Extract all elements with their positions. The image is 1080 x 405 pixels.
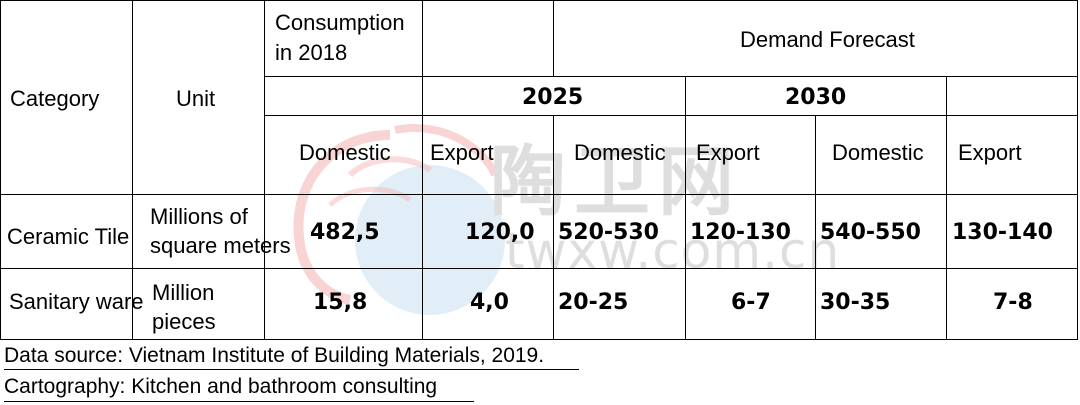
table-line-col2 — [264, 0, 265, 340]
row-ceramic-export-2018: 120,0 — [465, 220, 535, 245]
row-ceramic-unit-line1: Millions of — [150, 204, 248, 229]
header-domestic-2025: Domestic — [574, 140, 666, 165]
table-line-col4-top — [553, 0, 554, 76]
row-sanitary-domestic-2018: 15,8 — [313, 290, 368, 315]
header-export-2018: Export — [430, 140, 494, 165]
row-sanitary-export-2030: 7-8 — [993, 290, 1033, 315]
row-ceramic-unit-line2: square meters — [150, 233, 291, 258]
header-export-2030: Export — [958, 140, 1022, 165]
table-line-row1 — [264, 76, 1078, 77]
table-line-col3 — [422, 0, 423, 340]
footer-data-source-underline — [4, 369, 579, 370]
header-unit: Unit — [176, 86, 216, 111]
header-domestic-2018: Domestic — [299, 140, 391, 165]
row-sanitary-domestic-2030: 30-35 — [820, 290, 891, 315]
table-line-row5 — [0, 339, 1078, 340]
row-sanitary-unit-line1: Million — [152, 280, 215, 305]
header-consumption-line1: Consumption — [275, 10, 405, 35]
header-export-2025: Export — [696, 140, 760, 165]
table-line-col7 — [946, 76, 947, 340]
footer-cartography: Cartography: Kitchen and bathroom consul… — [4, 375, 438, 398]
row-sanitary-domestic-2025: 20-25 — [558, 290, 629, 315]
header-year-2025: 2025 — [522, 85, 584, 110]
row-sanitary-export-2025: 6-7 — [731, 290, 771, 315]
header-domestic-2030: Domestic — [832, 140, 924, 165]
header-demand-forecast: Demand Forecast — [740, 27, 915, 52]
table-line-col5 — [685, 76, 686, 340]
row-ceramic-domestic-2018: 482,5 — [310, 220, 380, 245]
row-ceramic-export-2025: 120-130 — [690, 220, 791, 245]
watermark-chinese-text: 陶卫网 — [490, 137, 742, 226]
row-ceramic-category: Ceramic Tile — [7, 224, 130, 249]
row-sanitary-category: Sanitary ware — [9, 289, 144, 314]
table-border-top — [0, 0, 1078, 1]
table-line-row4 — [0, 268, 1078, 269]
row-sanitary-unit-line2: pieces — [152, 309, 216, 334]
footer-data-source: Data source: Vietnam Institute of Buildi… — [4, 344, 545, 367]
table-line-col4-bottom — [553, 115, 554, 340]
row-ceramic-domestic-2030: 540-550 — [820, 220, 921, 245]
table-line-col6 — [815, 115, 816, 340]
row-sanitary-export-2018: 4,0 — [470, 290, 509, 315]
footer-cartography-underline — [4, 401, 474, 402]
header-year-2030: 2030 — [785, 85, 847, 110]
table-line-row3 — [0, 194, 1078, 195]
header-category: Category — [10, 86, 100, 111]
table-border-left — [0, 0, 1, 340]
table-line-row2 — [264, 115, 1078, 116]
table-border-right — [1077, 0, 1078, 340]
row-ceramic-export-2030: 130-140 — [952, 220, 1053, 245]
header-consumption-line2: in 2018 — [275, 40, 348, 65]
row-ceramic-domestic-2025: 520-530 — [558, 220, 659, 245]
table-line-col1 — [132, 0, 133, 340]
